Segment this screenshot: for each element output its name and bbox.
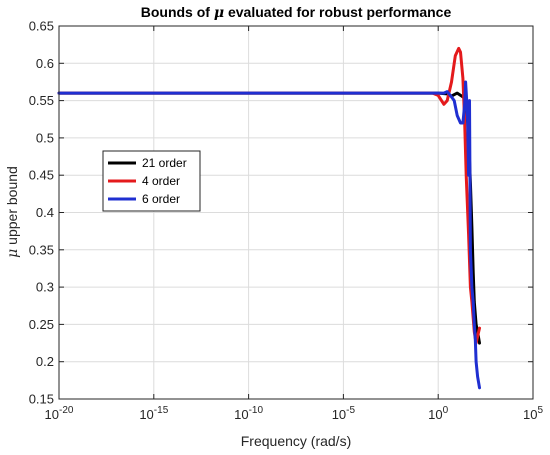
legend-label-6-order: 6 order [142,192,180,206]
x-tick-exponent: -20 [59,405,74,416]
y-tick-label: 0.15 [29,392,54,407]
y-tick-label: 0.5 [36,130,54,145]
x-tick-label: 10-20 [45,405,74,422]
y-tick-label: 0.35 [29,242,54,257]
x-axis-label: Frequency (rad/s) [241,433,351,449]
x-tick-base: 10 [332,407,346,422]
x-tick-base: 10 [234,407,248,422]
y-tick-label: 0.65 [29,19,54,34]
legend: 21 order 4 order 6 order [102,150,201,212]
x-tick-base: 10 [428,407,442,422]
title-after: evaluated for robust performance [224,4,451,20]
x-tick-exponent: 0 [443,405,449,416]
x-tick-base: 10 [45,407,59,422]
ylabel-text: upper bound [4,166,20,249]
x-tick-exponent: -5 [346,405,355,416]
y-tick-label: 0.45 [29,168,54,183]
x-tick-label: 10-5 [332,405,356,422]
x-tick-exponent: -15 [154,405,169,416]
y-axis-label: μ upper bound [4,166,21,258]
series-line-6-order [57,80,481,390]
x-tick-base: 10 [139,407,153,422]
x-tick-label: 105 [523,405,543,422]
y-tick-label: 0.2 [36,354,54,369]
y-tick-label: 0.4 [36,205,54,220]
y-tick-label: 0.25 [29,317,54,332]
y-tick-label: 0.55 [29,93,54,108]
title-before: Bounds of [141,4,214,20]
series-lines [57,46,481,390]
x-tick-base: 10 [523,407,537,422]
title-mu-symbol: μ [214,5,224,21]
x-tick-label: 100 [428,405,448,422]
legend-label-21-order: 21 order [142,156,187,170]
chart-title: Bounds of μ evaluated for robust perform… [141,4,452,21]
legend-label-4-order: 4 order [142,174,180,188]
x-tick-exponent: 5 [537,405,543,416]
ylabel-mu-symbol: μ [5,249,21,258]
axis-ticks: 10-20 10-15 10-10 10-5 100 1050.150.20.250.30… [29,19,544,423]
y-tick-label: 0.3 [36,280,54,295]
x-tick-label: 10-10 [234,405,263,422]
x-tick-label: 10-15 [139,405,168,422]
y-tick-label: 0.6 [36,56,54,71]
x-tick-exponent: -10 [249,405,264,416]
